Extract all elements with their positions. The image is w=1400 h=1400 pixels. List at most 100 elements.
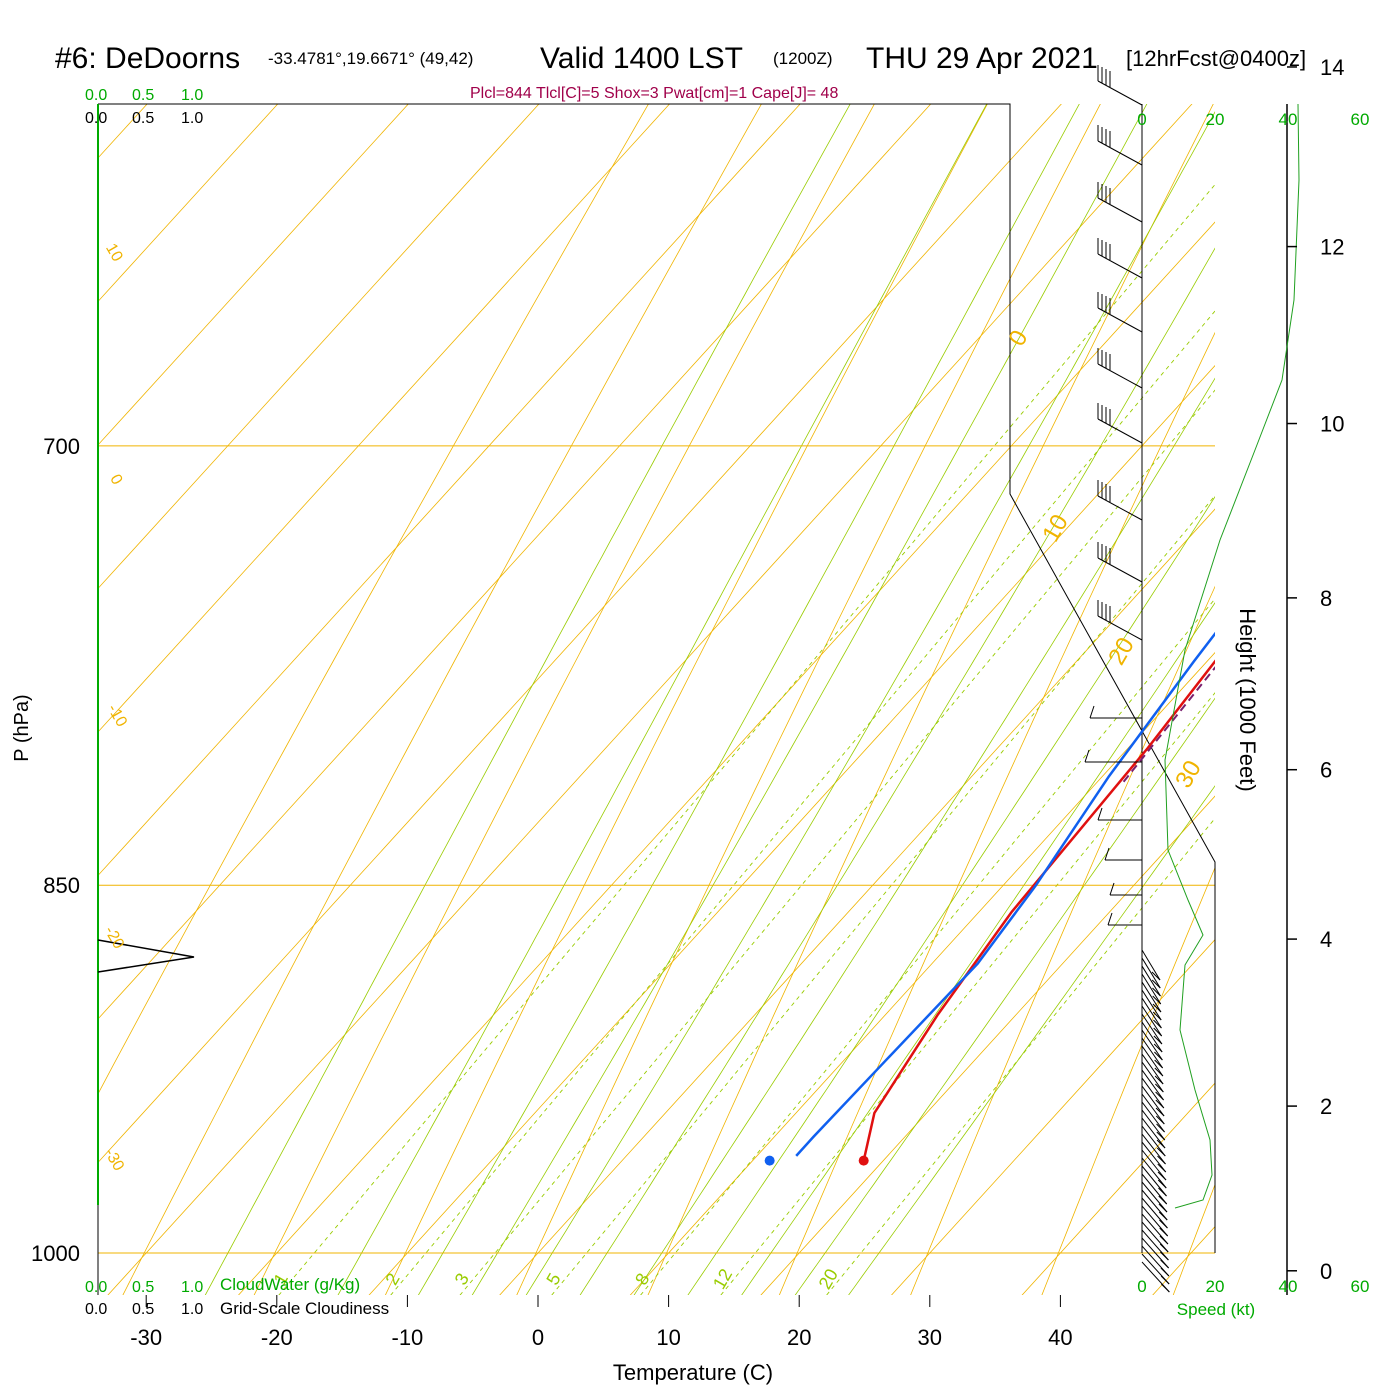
dry-adiabat-label: 20	[1103, 633, 1140, 670]
temperature-tick-label: 10	[656, 1325, 680, 1350]
height-tick-label: 26	[1320, 0, 1344, 1]
wind-barb-flag	[1160, 1267, 1170, 1277]
wind-barb-flag	[1159, 1219, 1168, 1229]
wind-barb-staff	[1141, 981, 1162, 1013]
wind-barb-flag	[1156, 1147, 1166, 1157]
mixing-ratio-label: 2	[381, 1270, 403, 1289]
moist-adiabat	[741, 602, 1215, 1295]
cloudiness-tick-2-bottom: 1.0	[181, 1301, 203, 1318]
height-tick-label: 12	[1320, 235, 1344, 260]
mixing-ratio-line	[278, 183, 1215, 1295]
wind-barb-flag	[1153, 1019, 1162, 1029]
x-axis-title: Temperature (C)	[613, 1360, 773, 1385]
cloudwater-tick-1-bottom: 0.5	[132, 1279, 154, 1296]
wind-barb-staff	[1141, 957, 1161, 989]
wind-barb-flag	[1157, 1155, 1166, 1165]
height-tick-label: 16	[1320, 0, 1344, 1]
profiles	[764, 631, 1215, 1166]
wind-barb-flag	[1159, 1235, 1169, 1245]
wind-barb-flag	[1154, 1059, 1163, 1069]
station-title: #6: DeDoorns	[55, 42, 240, 75]
wind-barb-flag	[1097, 807, 1103, 821]
dry-adiabat-label: -30	[101, 1145, 127, 1174]
mixing-ratio-line	[720, 692, 1215, 1295]
temperature-tick-label: -20	[261, 1325, 293, 1350]
cloudiness-tick-2-top: 1.0	[181, 110, 203, 127]
wind-barb-flag	[1161, 1283, 1170, 1293]
moist-adiabat	[417, 104, 1080, 1295]
moist-adiabat	[204, 104, 851, 1295]
wind-barb-flag	[1160, 1275, 1170, 1285]
mixing-ratio-label: 20	[815, 1265, 842, 1292]
pressure-tick-label: 700	[43, 434, 80, 459]
wind-barb-flag	[1155, 1099, 1165, 1109]
wind-barb-flag	[1153, 1027, 1163, 1037]
wind-barb-flag	[1154, 1051, 1163, 1061]
temperature-tick-label: 0	[532, 1325, 544, 1350]
pressure-tick-label: 1000	[31, 1241, 80, 1266]
temperature-tick-label: 40	[1048, 1325, 1072, 1350]
speed-tick-1-top: 20	[1206, 110, 1225, 129]
height-tick-label: 28	[1320, 0, 1344, 1]
dewpoint-profile	[795, 631, 1215, 1157]
cloudwater-tick-1-top: 0.5	[132, 87, 154, 104]
wind-barb-flag	[1151, 971, 1161, 981]
wind-barb-staff	[1141, 1205, 1169, 1237]
speed-tick-1-bottom: 20	[1206, 1277, 1225, 1296]
wind-barb-staff	[1141, 973, 1162, 1005]
height-tick-label: 20	[1320, 0, 1344, 1]
wind-barb-staff	[1141, 1125, 1166, 1157]
moist-adiabat	[687, 496, 1215, 1295]
mixing-ratio-line	[551, 494, 1215, 1295]
wind-barb-staff	[1141, 1181, 1168, 1213]
dry-adiabat-label: 0	[106, 472, 125, 488]
wind-barb-staff	[1141, 997, 1162, 1029]
wind-barb-staff	[1141, 1037, 1164, 1069]
dry-adiabat-label: 10	[102, 241, 126, 265]
wind-barb-staff	[1141, 1165, 1167, 1197]
mixing-ratio-line	[826, 817, 1215, 1295]
wind-barb-staff	[1141, 1053, 1164, 1085]
cloud-marker	[97, 939, 195, 973]
dry-adiabat	[516, 104, 1101, 1295]
wind-barb-staff	[1097, 557, 1143, 583]
isotherm	[499, 508, 1215, 1295]
mixing-ratio-line	[459, 389, 1215, 1295]
wind-barb-staff	[1097, 140, 1143, 166]
cloudiness-label: Grid-Scale Cloudiness	[220, 1299, 389, 1318]
height-tick-label: 22	[1320, 0, 1344, 1]
wind-barb-flag	[1154, 1075, 1164, 1085]
isotherm	[1202, 0, 1400, 1385]
wind-barb-staff	[1141, 1133, 1166, 1165]
plot-frame	[97, 103, 1216, 1295]
station-coords: -33.4781°,19.6671° (49,42)	[268, 49, 473, 68]
forecast-label: [12hrFcst@0400z]	[1126, 46, 1306, 71]
dry-adiabat-label: 10	[1037, 510, 1074, 547]
height-tick-label: 32	[1320, 0, 1344, 1]
wind-barb-staff	[1097, 615, 1143, 641]
cloudwater-tick-0-top: 0.0	[85, 87, 107, 104]
moist-adiabat	[525, 111, 1215, 1295]
wind-barb-flag	[1104, 847, 1110, 861]
dry-adiabat	[384, 104, 988, 1295]
wind-barb-flag	[1109, 882, 1115, 896]
wind-barb-flag	[1084, 749, 1090, 763]
dry-adiabat-label: -20	[101, 923, 127, 952]
cloudwater-tick-0-bottom: 0.0	[85, 1279, 107, 1296]
wind-barb-flag	[1155, 1091, 1164, 1101]
cloudiness-tick-1-bottom: 0.5	[132, 1301, 154, 1318]
wind-barb-flag	[1159, 1227, 1169, 1237]
wind-barb-flag	[1157, 1171, 1167, 1181]
speed-tick-2-top: 40	[1279, 110, 1298, 129]
temperature-tick-label: 20	[787, 1325, 811, 1350]
wind-barb-staff	[1141, 1093, 1165, 1125]
wind-barb-staff	[1141, 1069, 1165, 1101]
wind-barb-flag	[1107, 912, 1113, 926]
mixing-ratio-label: 5	[542, 1270, 564, 1289]
height-tick-label: 2	[1320, 1094, 1332, 1119]
wind-barb-staff	[1097, 307, 1143, 333]
wind-barb-staff	[1141, 1061, 1164, 1093]
speed-tick-2-bottom: 40	[1279, 1277, 1298, 1296]
